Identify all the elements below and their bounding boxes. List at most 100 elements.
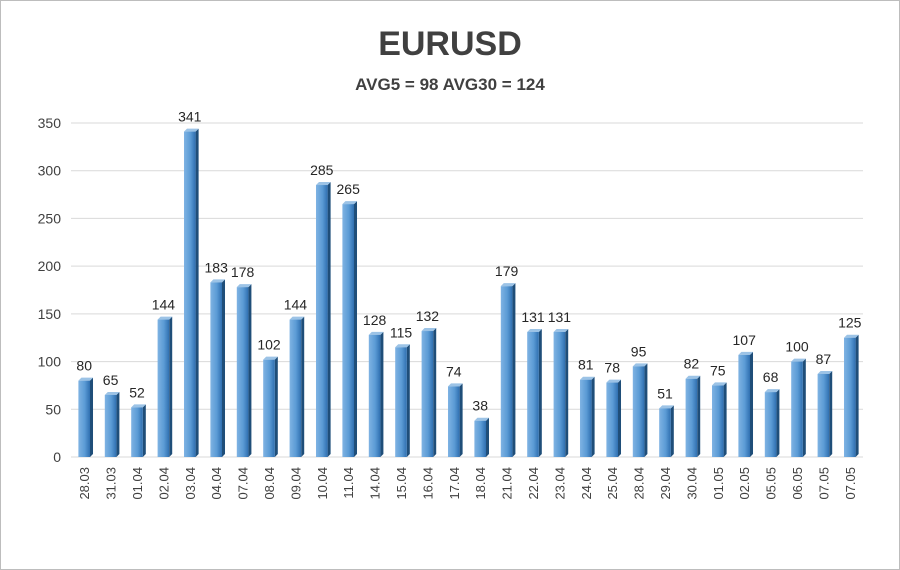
bar-top: [368, 331, 384, 335]
x-tick-label: 17.04: [447, 467, 462, 500]
data-label: 131: [521, 309, 545, 325]
grid-lines: [71, 122, 863, 458]
bar: [368, 334, 381, 457]
data-label: 80: [76, 358, 92, 374]
bar-side: [222, 279, 226, 457]
y-tick-label: 300: [38, 163, 62, 179]
x-tick-label: 09.04: [288, 467, 303, 500]
y-tick-label: 50: [45, 401, 61, 417]
data-label: 183: [205, 259, 229, 275]
data-label: 115: [390, 324, 413, 340]
bar-side: [670, 405, 674, 457]
bar: [843, 337, 856, 457]
data-label: 102: [257, 337, 281, 353]
bar: [78, 380, 91, 457]
bar: [157, 319, 170, 457]
data-label: 107: [733, 332, 757, 348]
bar: [527, 331, 539, 457]
x-tick-label: 30.04: [684, 467, 699, 500]
chart-subtitle: AVG5 = 98 AVG30 = 124: [355, 75, 545, 94]
data-label: 179: [495, 263, 519, 279]
data-label: 87: [816, 351, 832, 367]
chart-title: EURUSD: [378, 25, 522, 63]
bar-top: [236, 284, 252, 288]
data-label: 341: [178, 109, 202, 125]
bar-side: [169, 316, 173, 457]
x-tick-label: 28.04: [632, 467, 647, 500]
x-tick-label: 01.05: [711, 467, 726, 500]
bar-top: [685, 375, 701, 379]
data-label: 125: [838, 315, 862, 331]
bar: [474, 420, 487, 457]
y-tick-label: 0: [53, 449, 61, 465]
bar-side: [802, 358, 806, 457]
bar: [500, 286, 513, 457]
bar-top: [78, 377, 94, 381]
bar-side: [855, 334, 859, 457]
bar-side: [459, 383, 463, 457]
bar-top: [711, 382, 727, 386]
bar-top: [738, 351, 754, 355]
x-tick-label: 22.04: [526, 467, 541, 500]
bar-top: [817, 370, 833, 374]
data-label: 51: [657, 385, 673, 401]
bar-top: [263, 356, 278, 360]
bar-side: [829, 370, 833, 457]
data-label: 74: [446, 363, 462, 379]
bar-top: [474, 417, 490, 421]
bar-side: [327, 182, 331, 457]
x-tick-label: 07.05: [816, 467, 831, 500]
x-tick-label: 24.04: [579, 467, 594, 500]
bar: [764, 392, 777, 457]
bar-side: [116, 391, 120, 457]
bar: [183, 131, 196, 458]
bar-side: [354, 201, 358, 457]
x-tick-label: 08.04: [262, 467, 277, 500]
y-tick-label: 350: [38, 115, 62, 131]
bar-side: [433, 328, 437, 457]
data-label: 75: [710, 362, 726, 378]
bar: [104, 394, 117, 457]
bar: [315, 185, 328, 457]
bar-side: [406, 344, 410, 457]
y-tick-label: 200: [38, 258, 62, 274]
bar-side: [274, 356, 278, 457]
x-tick-label: 16.04: [420, 467, 435, 500]
bar-top: [395, 344, 410, 348]
bar: [579, 379, 592, 457]
bar-side: [750, 351, 754, 457]
x-tick-label: 31.03: [104, 467, 119, 500]
x-tick-label: 15.04: [394, 467, 409, 500]
bar-side: [90, 377, 94, 457]
y-axis-ticks: 0 50 100 150 200 250 300 350: [38, 115, 62, 465]
bar: [791, 361, 803, 457]
x-tick-label: 07.04: [236, 467, 251, 500]
data-label: 38: [472, 398, 488, 414]
bars: [78, 128, 859, 458]
x-tick-label: 18.04: [473, 467, 488, 500]
bar: [553, 331, 566, 457]
data-label: 81: [578, 357, 594, 373]
data-label: 131: [548, 309, 572, 325]
bar-side: [565, 328, 569, 457]
bar-top: [553, 328, 569, 332]
bar: [236, 287, 249, 457]
bar: [131, 407, 143, 457]
data-label: 265: [337, 181, 361, 197]
x-tick-label: 25.04: [605, 467, 620, 500]
x-tick-label: 21.04: [500, 467, 515, 500]
bar-side: [618, 379, 622, 457]
x-tick-label: 04.04: [209, 467, 224, 500]
bar-side: [591, 376, 595, 457]
x-tick-label: 14.04: [368, 467, 383, 500]
y-tick-label: 150: [38, 306, 62, 322]
data-label: 78: [604, 360, 620, 376]
bar-top: [210, 279, 226, 283]
bar-top: [183, 128, 199, 132]
bar-side: [486, 417, 490, 457]
bar-top: [632, 363, 648, 367]
bar-top: [659, 405, 674, 409]
